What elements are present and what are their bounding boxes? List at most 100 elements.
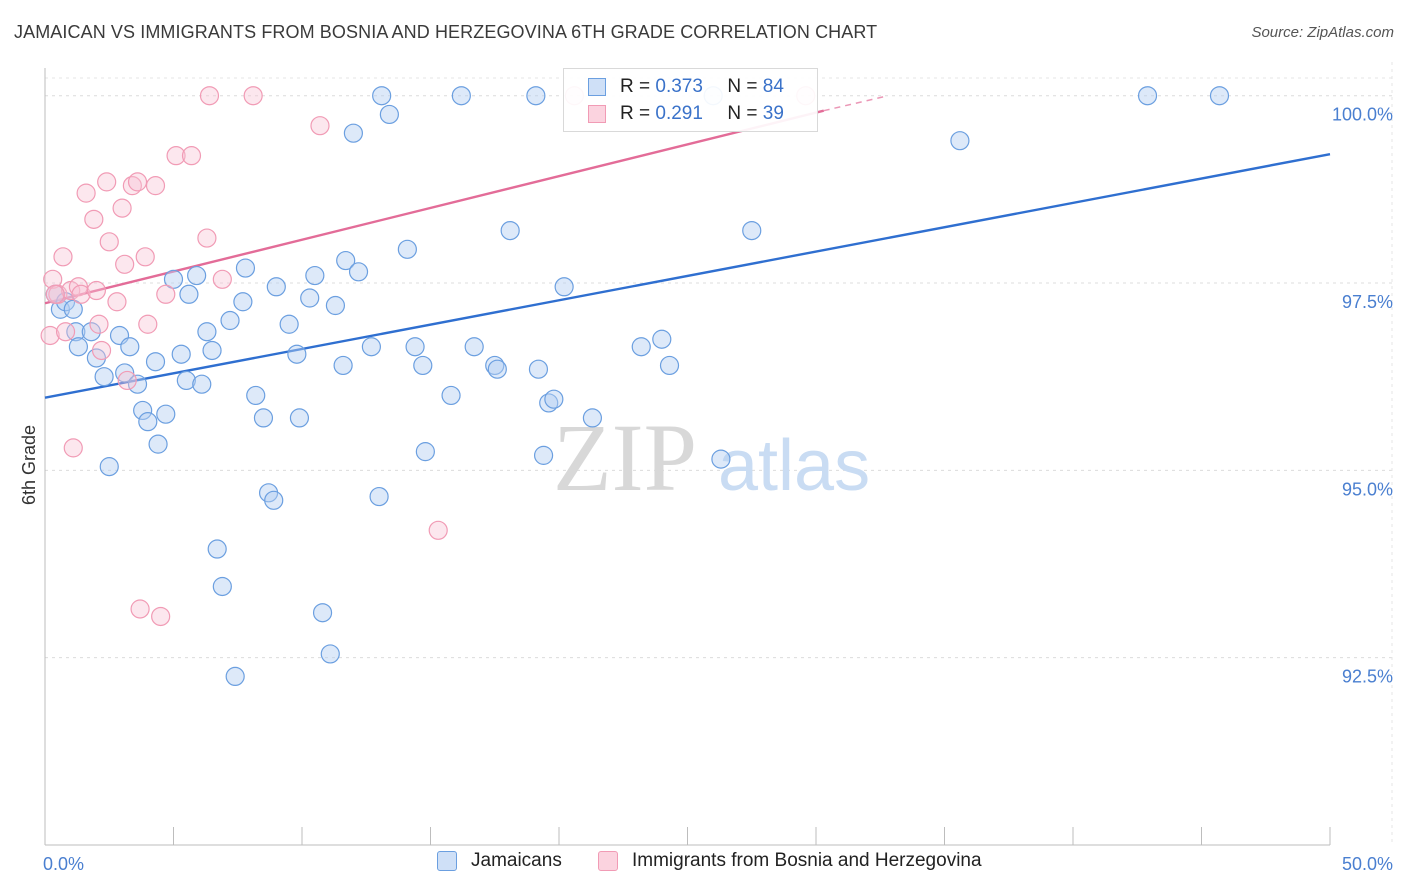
y-axis-label: 6th Grade bbox=[19, 425, 39, 505]
legend-r-value: 0.373 bbox=[655, 76, 703, 97]
stats-legend: R = 0.373 N = 84 R = 0.291 N = 39 bbox=[563, 68, 818, 132]
point-jamaicans bbox=[336, 250, 356, 271]
point-jamaicans bbox=[202, 340, 222, 361]
point-jamaicans bbox=[120, 337, 140, 357]
legend-item-jamaicans[interactable]: Jamaicans bbox=[437, 850, 562, 872]
point-bosnia bbox=[243, 86, 263, 106]
point-jamaicans bbox=[68, 337, 89, 357]
point-jamaicans bbox=[179, 284, 199, 304]
point-jamaicans bbox=[225, 666, 245, 687]
point-jamaicans bbox=[266, 277, 286, 297]
legend-n-value: 39 bbox=[762, 103, 784, 124]
point-bosnia bbox=[86, 280, 107, 301]
legend-item-bosnia[interactable]: Immigrants from Bosnia and Herzegovina bbox=[598, 850, 982, 872]
grid-lines bbox=[45, 62, 1393, 845]
axes bbox=[44, 68, 1331, 846]
point-bosnia bbox=[91, 340, 112, 361]
point-jamaicans bbox=[369, 486, 389, 507]
point-jamaicans bbox=[487, 359, 507, 379]
legend-n-label: N = bbox=[727, 103, 758, 124]
point-jamaicans bbox=[441, 385, 461, 406]
point-jamaicans bbox=[156, 404, 176, 424]
point-jamaicans bbox=[81, 322, 101, 342]
watermark: ZIP atlas bbox=[553, 404, 870, 511]
point-bosnia bbox=[115, 254, 135, 274]
point-jamaicans bbox=[379, 104, 399, 125]
point-jamaicans bbox=[582, 408, 603, 428]
point-jamaicans bbox=[145, 352, 166, 372]
point-jamaicans bbox=[500, 220, 520, 241]
legend-label-jamaicans: Jamaicans bbox=[471, 850, 562, 871]
point-bosnia bbox=[71, 284, 91, 304]
point-jamaicans bbox=[742, 220, 762, 241]
point-bosnia bbox=[40, 325, 60, 346]
point-bosnia bbox=[53, 247, 73, 267]
point-bosnia bbox=[181, 146, 202, 166]
point-jamaicans bbox=[652, 329, 672, 349]
y-tick-label: 100.0% bbox=[1332, 105, 1393, 125]
point-bosnia bbox=[89, 314, 109, 334]
watermark-zip: ZIP bbox=[553, 404, 697, 511]
point-jamaicans bbox=[55, 292, 76, 312]
watermark-atlas: atlas bbox=[718, 426, 870, 506]
point-jamaicans bbox=[233, 292, 253, 312]
trend-line-bosnia bbox=[44, 109, 824, 305]
point-jamaicans bbox=[711, 449, 731, 469]
point-jamaicans bbox=[554, 277, 574, 297]
tick-labels: 92.5% 95.0% 97.5% 100.0% 0.0% 50.0% bbox=[43, 105, 1393, 874]
x-tick-label-max: 50.0% bbox=[1342, 854, 1393, 874]
legend-r-label: R = bbox=[620, 76, 651, 97]
point-bosnia bbox=[99, 232, 119, 252]
point-jamaicans bbox=[333, 355, 353, 376]
point-bosnia bbox=[130, 599, 150, 619]
trend-lines bbox=[44, 94, 1331, 399]
point-jamaicans bbox=[343, 123, 363, 143]
point-bosnia bbox=[127, 172, 148, 192]
point-bosnia bbox=[122, 176, 142, 196]
point-bosnia bbox=[84, 209, 104, 229]
trend-line-jamaicans bbox=[44, 152, 1331, 399]
legend-r-value: 0.291 bbox=[655, 103, 703, 124]
point-bosnia bbox=[135, 247, 155, 267]
point-jamaicans bbox=[171, 344, 191, 364]
point-bosnia bbox=[117, 370, 137, 391]
point-jamaicans bbox=[138, 412, 158, 432]
point-bosnia bbox=[45, 284, 65, 304]
point-bosnia bbox=[138, 314, 158, 334]
point-jamaicans bbox=[312, 603, 333, 623]
point-jamaicans bbox=[66, 322, 86, 342]
point-bosnia bbox=[212, 269, 232, 289]
point-jamaicans bbox=[176, 370, 196, 391]
point-jamaicans bbox=[99, 457, 119, 477]
point-jamaicans bbox=[148, 434, 168, 454]
point-jamaicans bbox=[305, 265, 325, 286]
point-bosnia bbox=[156, 284, 176, 304]
point-jamaicans bbox=[220, 310, 240, 331]
legend-swatch-blue bbox=[588, 78, 606, 96]
legend-label-bosnia: Immigrants from Bosnia and Herzegovina bbox=[632, 850, 982, 871]
point-jamaicans bbox=[533, 445, 554, 465]
point-jamaicans bbox=[94, 367, 114, 387]
point-jamaicans bbox=[372, 86, 392, 106]
y-tick-label: 92.5% bbox=[1342, 667, 1393, 687]
point-bosnia bbox=[145, 176, 166, 196]
point-jamaicans bbox=[544, 389, 564, 409]
point-bosnia bbox=[107, 292, 127, 312]
point-jamaicans bbox=[415, 442, 435, 462]
chart-title: JAMAICAN VS IMMIGRANTS FROM BOSNIA AND H… bbox=[14, 22, 878, 42]
point-jamaicans bbox=[63, 299, 83, 319]
data-points bbox=[40, 86, 1230, 687]
point-jamaicans bbox=[235, 258, 256, 278]
point-jamaicans bbox=[197, 322, 217, 342]
point-jamaicans bbox=[212, 576, 232, 597]
point-jamaicans bbox=[659, 355, 680, 376]
point-jamaicans bbox=[115, 363, 135, 383]
point-jamaicans bbox=[950, 131, 970, 151]
point-jamaicans bbox=[451, 86, 471, 106]
point-jamaicans bbox=[526, 86, 546, 106]
point-jamaicans bbox=[127, 374, 148, 394]
point-jamaicans bbox=[325, 295, 346, 316]
point-jamaicans bbox=[413, 355, 433, 376]
point-jamaicans bbox=[528, 359, 549, 379]
